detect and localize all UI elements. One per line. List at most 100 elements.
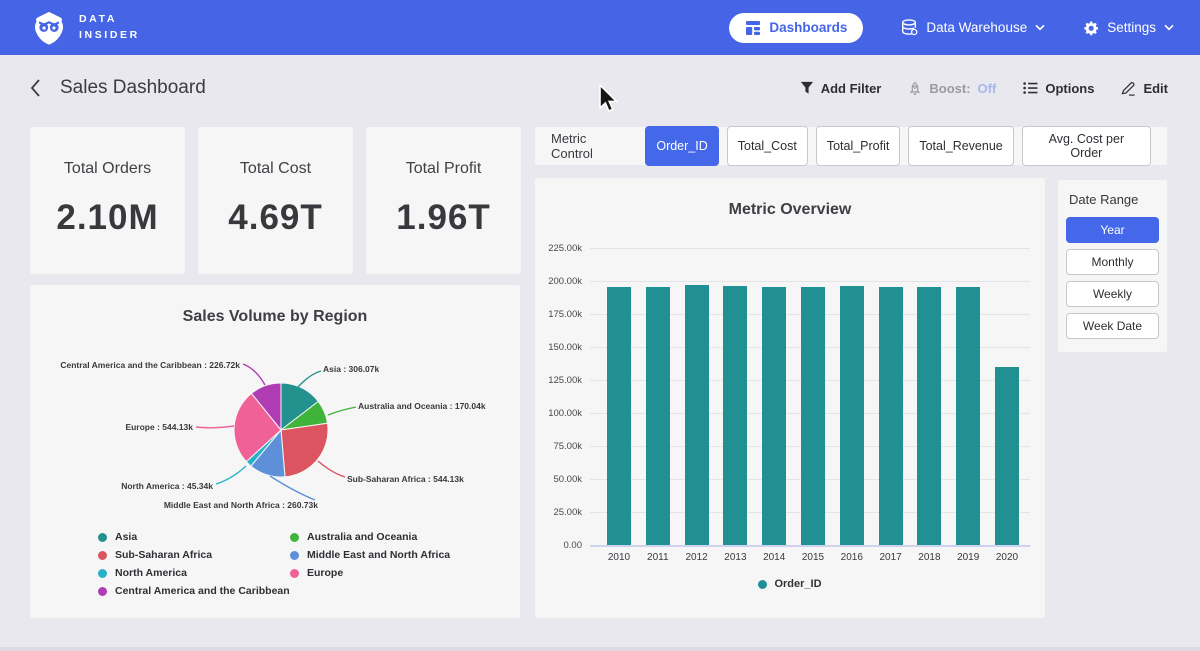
owl-logo-icon: [30, 9, 68, 47]
bar-chart-plot: [590, 248, 1030, 545]
legend-dot-north-america: [98, 569, 107, 578]
gridline-225-00k: [590, 248, 1030, 249]
legend-label-asia: Asia: [115, 531, 137, 543]
bar-2016: [840, 286, 864, 545]
kpi-label: Total Orders: [30, 160, 185, 178]
metric-control-label: Metric Control: [551, 131, 631, 161]
legend-dot-asia: [98, 533, 107, 542]
bar-2011: [646, 287, 670, 545]
date-range-option-weekly[interactable]: Weekly: [1066, 281, 1159, 307]
date-range-option-monthly[interactable]: Monthly: [1066, 249, 1159, 275]
bar-2020: [995, 367, 1019, 545]
data-warehouse-menu[interactable]: Data Warehouse: [901, 19, 1045, 36]
date-range-option-week-date[interactable]: Week Date: [1066, 313, 1159, 339]
x-tick-label-2012: 2012: [677, 552, 717, 563]
gear-icon: [1083, 20, 1099, 36]
y-tick-label: 225.00k: [534, 243, 582, 254]
y-tick-label: 175.00k: [534, 309, 582, 320]
page-title: Sales Dashboard: [60, 77, 206, 99]
pie-leader-line-middle-east-and-north-africa: [270, 476, 315, 500]
x-tick-label-2019: 2019: [948, 552, 988, 563]
options-button[interactable]: Options: [1023, 81, 1094, 96]
pie-leader-line-sub-saharan-africa: [318, 461, 345, 477]
pie-callout-australia-and-oceania: Australia and Oceania : 170.04k: [358, 401, 486, 411]
legend-dot-order-id: [758, 580, 767, 589]
dashboards-label: Dashboards: [769, 20, 847, 35]
settings-label: Settings: [1107, 20, 1156, 35]
bar-2015: [801, 287, 825, 545]
legend-label-order-id: Order_ID: [774, 578, 821, 590]
settings-menu[interactable]: Settings: [1083, 20, 1174, 36]
legend-dot-middle-east-and-north-africa: [290, 551, 299, 560]
y-tick-label: 150.00k: [534, 342, 582, 353]
x-tick-label-2017: 2017: [871, 552, 911, 563]
metric-overview-card: Metric Overview Order_ID 225.00k 200.00k 1…: [535, 178, 1045, 618]
bar-2013: [723, 286, 747, 545]
pie-leader-line-north-america: [216, 466, 246, 484]
y-tick-label: 200.00k: [534, 276, 582, 287]
sales-volume-by-region-card: Sales Volume by Region Asia : 306.07kAus…: [30, 285, 520, 618]
dashboards-button[interactable]: Dashboards: [729, 13, 863, 43]
data-warehouse-label: Data Warehouse: [926, 20, 1027, 35]
x-tick-label-2010: 2010: [599, 552, 639, 563]
pie-legend-item-europe: Europe: [290, 567, 450, 579]
pie-callout-europe: Europe : 544.13k: [125, 422, 193, 432]
legend-dot-central-america-and-the-caribbean: [98, 587, 107, 596]
kpi-label: Total Profit: [366, 160, 521, 178]
boost-state: Off: [978, 81, 997, 96]
y-tick-label: 50.00k: [534, 474, 582, 485]
pie-legend-item-north-america: North America: [98, 567, 290, 579]
kpi-value: 2.10M: [30, 198, 185, 238]
kpi-card-total-profit: Total Profit 1.96T: [366, 127, 521, 274]
pie-legend: Asia Australia and Oceania Sub-Saharan Afr…: [98, 531, 450, 597]
date-range-card: Date Range Year Monthly Weekly Week Date: [1058, 180, 1167, 352]
pencil-icon: [1121, 81, 1136, 96]
pie-callout-north-america: North America : 45.34k: [121, 481, 213, 491]
x-tick-label-2011: 2011: [638, 552, 678, 563]
kpi-card-total-cost: Total Cost 4.69T: [198, 127, 353, 274]
back-button[interactable]: [28, 78, 42, 98]
page-header: Sales Dashboard Add Filter Boost: Off: [0, 55, 1200, 121]
kpi-card-total-orders: Total Orders 2.10M: [30, 127, 185, 274]
bar-chart-title: Metric Overview: [535, 201, 1045, 219]
add-filter-button[interactable]: Add Filter: [800, 81, 882, 96]
brand-text: DATA INSIDER: [79, 12, 140, 42]
pie-callout-sub-saharan-africa: Sub-Saharan Africa : 544.13k: [347, 474, 464, 484]
chevron-left-icon: [28, 78, 42, 98]
legend-label-sub-saharan-africa: Sub-Saharan Africa: [115, 549, 212, 561]
legend-label-middle-east-and-north-africa: Middle East and North Africa: [307, 549, 450, 561]
date-range-label: Date Range: [1069, 192, 1159, 207]
edit-button[interactable]: Edit: [1121, 81, 1168, 96]
gridline-0-00: [590, 545, 1030, 547]
pie-callout-central-america-and-the-caribbean: Central America and the Caribbean : 226.…: [60, 360, 240, 370]
brand: DATA INSIDER: [30, 9, 140, 47]
bar-2010: [607, 287, 631, 545]
y-tick-label: 25.00k: [534, 507, 582, 518]
pie-leader-line-asia: [298, 371, 321, 387]
date-range-option-year[interactable]: Year: [1066, 217, 1159, 243]
metric-option-total-cost[interactable]: Total_Cost: [727, 126, 808, 166]
legend-label-north-america: North America: [115, 567, 187, 579]
bar-2012: [685, 285, 709, 545]
legend-dot-sub-saharan-africa: [98, 551, 107, 560]
legend-label-australia-and-oceania: Australia and Oceania: [307, 531, 417, 543]
metric-option-total-revenue[interactable]: Total_Revenue: [908, 126, 1013, 166]
pie-legend-item-middle-east-and-north-africa: Middle East and North Africa: [290, 549, 450, 561]
metric-option-avg-cost-per-order[interactable]: Avg. Cost per Order: [1022, 126, 1151, 166]
y-tick-label: 125.00k: [534, 375, 582, 386]
gridline-200-00k: [590, 281, 1030, 282]
header-actions: Add Filter Boost: Off Options: [800, 81, 1168, 96]
list-icon: [1023, 81, 1038, 95]
metric-option-order-id[interactable]: Order_ID: [645, 126, 718, 166]
rocket-icon: [908, 81, 922, 96]
boost-toggle[interactable]: Boost: Off: [908, 81, 996, 96]
metric-option-total-profit[interactable]: Total_Profit: [816, 126, 901, 166]
bar-2018: [917, 287, 941, 545]
metric-control-bar: Metric Control Order_IDTotal_CostTotal_P…: [535, 127, 1167, 165]
legend-dot-europe: [290, 569, 299, 578]
x-tick-label-2016: 2016: [832, 552, 872, 563]
dashboards-icon: [745, 20, 761, 36]
x-tick-label-2018: 2018: [909, 552, 949, 563]
pie-leader-line-europe: [196, 426, 234, 428]
add-filter-label: Add Filter: [821, 81, 882, 96]
